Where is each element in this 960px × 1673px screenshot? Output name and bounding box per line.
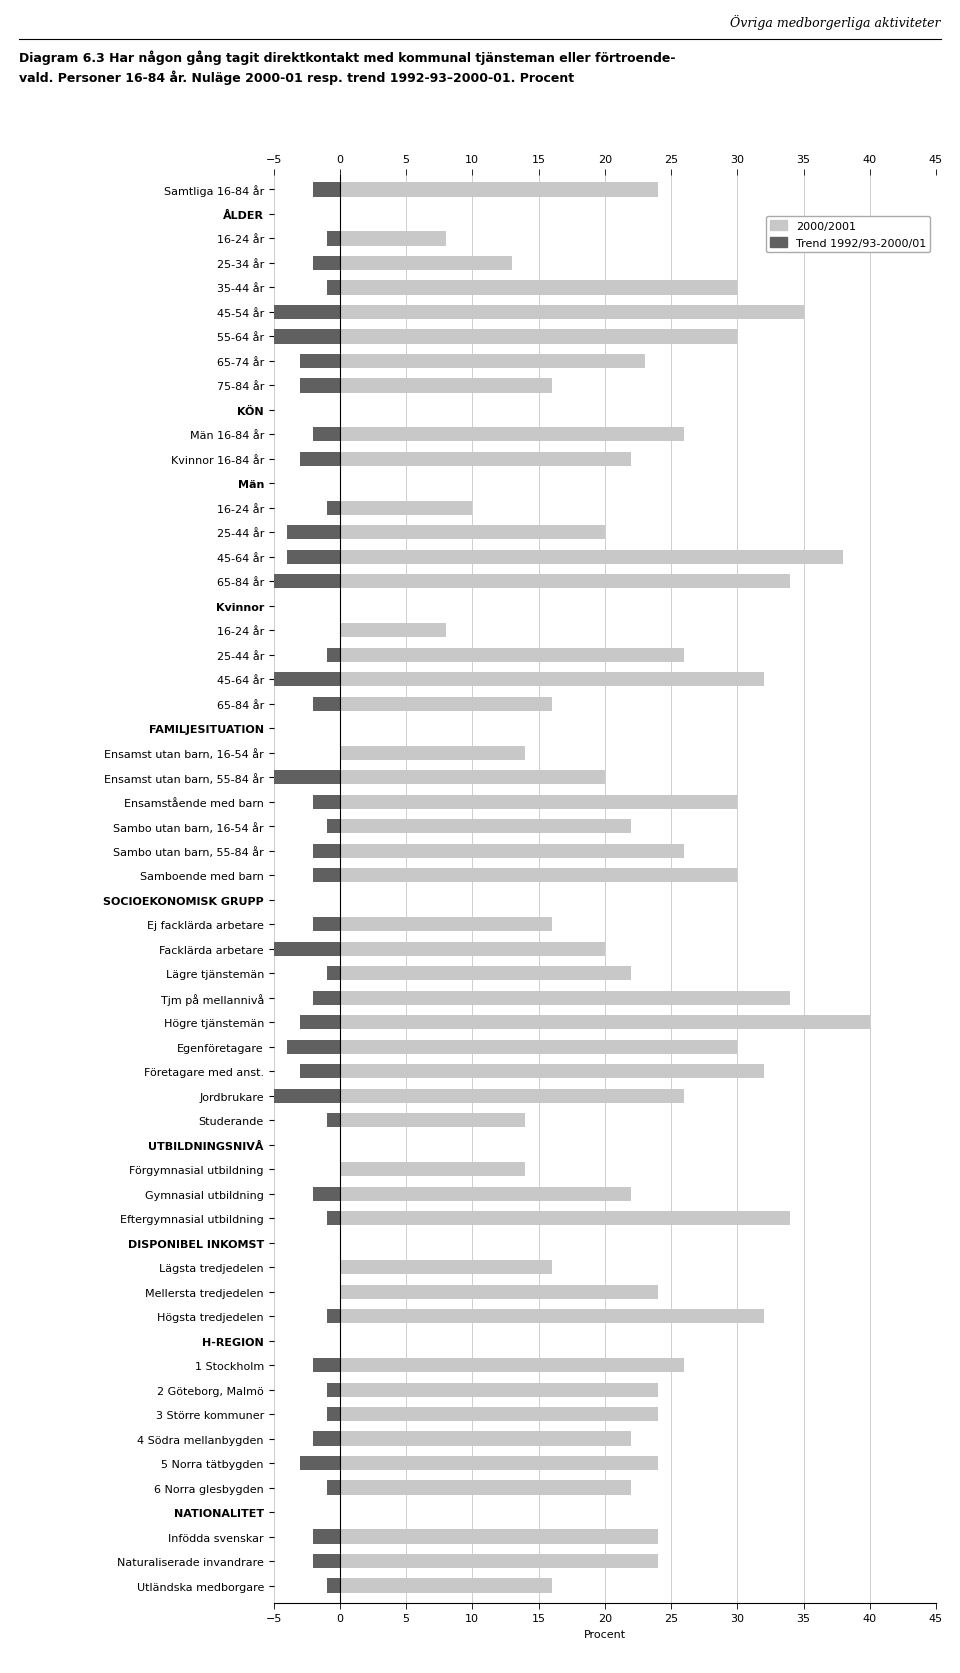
Bar (340, 281, 737, 296)
Bar (340, 502, 472, 515)
Bar (313, 1358, 340, 1372)
Bar (287, 1041, 340, 1054)
Bar (326, 1579, 340, 1593)
Bar (340, 1358, 684, 1372)
Bar (340, 428, 684, 442)
Bar (340, 990, 790, 1005)
Bar (274, 942, 340, 957)
Bar (340, 1310, 764, 1323)
Bar (340, 746, 525, 761)
Bar (300, 1064, 340, 1079)
Bar (340, 771, 605, 785)
Bar (313, 795, 340, 810)
Bar (340, 1114, 525, 1128)
Bar (340, 1163, 525, 1176)
Bar (313, 1554, 340, 1568)
Bar (326, 1310, 340, 1323)
Bar (313, 990, 340, 1005)
Bar (326, 281, 340, 296)
Bar (326, 233, 340, 246)
Bar (340, 795, 737, 810)
Bar (274, 771, 340, 785)
Bar (340, 306, 804, 320)
Bar (340, 1041, 737, 1054)
Bar (340, 1211, 790, 1226)
Bar (326, 1407, 340, 1422)
Bar (340, 1089, 684, 1103)
Bar (313, 868, 340, 883)
Bar (340, 256, 512, 271)
Bar (313, 698, 340, 711)
Bar (340, 184, 658, 197)
Bar (326, 1114, 340, 1128)
Bar (287, 525, 340, 540)
Bar (340, 550, 843, 564)
Bar (340, 1016, 870, 1029)
Bar (340, 525, 605, 540)
Bar (313, 845, 340, 858)
Bar (274, 306, 340, 320)
Bar (340, 1260, 552, 1275)
Bar (300, 355, 340, 368)
Bar (313, 428, 340, 442)
Text: Diagram 6.3 Har någon gång tagit direktkontakt med kommunal tjänsteman eller för: Diagram 6.3 Har någon gång tagit direktk… (19, 50, 676, 85)
Bar (274, 1089, 340, 1103)
Bar (340, 624, 445, 637)
Bar (340, 1407, 658, 1422)
Bar (340, 698, 552, 711)
Bar (326, 967, 340, 980)
Bar (340, 649, 684, 663)
Bar (313, 1432, 340, 1445)
Legend: 2000/2001, Trend 1992/93-2000/01: 2000/2001, Trend 1992/93-2000/01 (766, 217, 930, 253)
Bar (340, 1579, 552, 1593)
Bar (340, 1554, 658, 1568)
Bar (340, 380, 552, 393)
Bar (340, 1382, 658, 1397)
Bar (300, 452, 340, 467)
Bar (340, 452, 632, 467)
Bar (340, 820, 632, 833)
Bar (313, 917, 340, 932)
Bar (340, 1456, 658, 1471)
Bar (340, 1529, 658, 1544)
Bar (340, 673, 764, 688)
Bar (340, 868, 737, 883)
Bar (313, 256, 340, 271)
Bar (326, 820, 340, 833)
Bar (340, 330, 737, 345)
Bar (274, 673, 340, 688)
Bar (326, 1481, 340, 1494)
Bar (313, 1186, 340, 1201)
Bar (340, 355, 644, 368)
Bar (340, 1064, 764, 1079)
Bar (340, 967, 632, 980)
Bar (313, 184, 340, 197)
Bar (326, 1382, 340, 1397)
Bar (340, 576, 790, 589)
Bar (313, 1529, 340, 1544)
X-axis label: Procent: Procent (584, 1630, 626, 1638)
Bar (300, 1456, 340, 1471)
Bar (274, 576, 340, 589)
Bar (300, 380, 340, 393)
Bar (340, 942, 605, 957)
Text: Övriga medborgerliga aktiviteter: Övriga medborgerliga aktiviteter (731, 15, 941, 30)
Bar (340, 1186, 632, 1201)
Bar (340, 1432, 632, 1445)
Bar (300, 1016, 340, 1029)
Bar (340, 845, 684, 858)
Bar (326, 649, 340, 663)
Bar (326, 1211, 340, 1226)
Bar (340, 917, 552, 932)
Bar (287, 550, 340, 564)
Bar (340, 233, 445, 246)
Bar (340, 1481, 632, 1494)
Bar (274, 330, 340, 345)
Bar (340, 1285, 658, 1298)
Bar (326, 502, 340, 515)
